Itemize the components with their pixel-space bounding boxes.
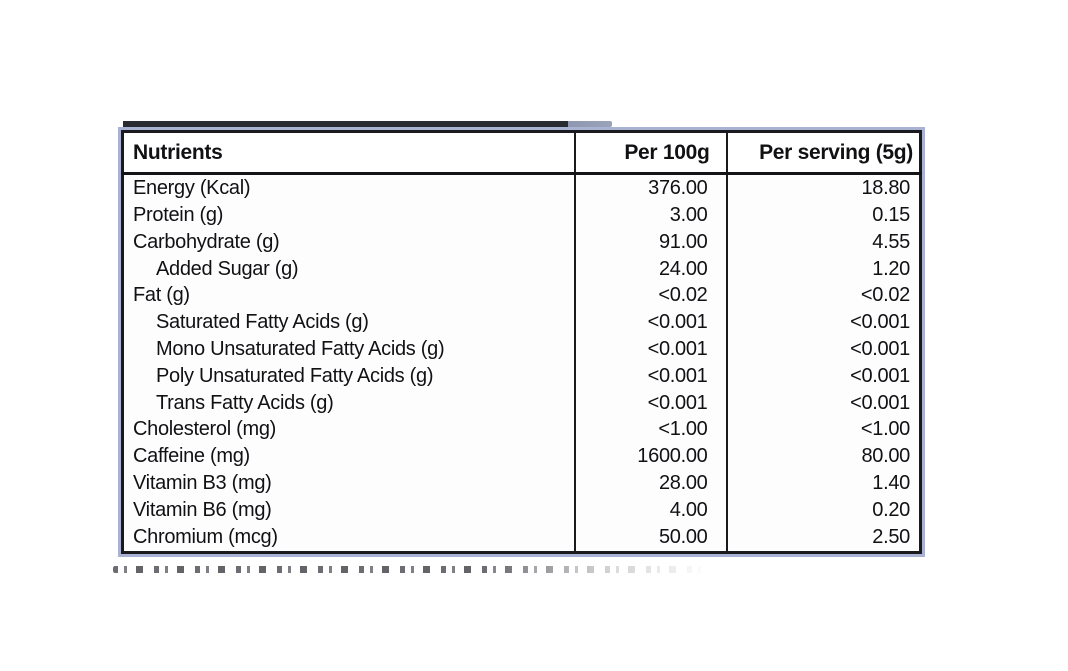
table-row: Vitamin B6 (mg) 4.00 0.20: [123, 497, 921, 524]
nutrient-label: Vitamin B3 (mg): [133, 472, 272, 495]
per-100g-value: 91.00: [573, 228, 727, 256]
table-row: Poly Unsaturated Fatty Acids (g) <0.001 <0…: [123, 362, 921, 390]
table-row: Cholesterol (mg) <1.00 <1.00: [123, 416, 921, 444]
table-row: Energy (Kcal) 376.00 18.80: [123, 173, 921, 203]
table-row: Carbohydrate (g) 91.00 4.55: [123, 228, 921, 256]
table-row: Fat (g) <0.02 <0.02: [123, 282, 921, 310]
per-serving-value: 18.80: [725, 173, 921, 203]
nutrient-label: Trans Fatty Acids (g): [156, 391, 334, 414]
per-serving-value: <0.001: [725, 389, 921, 417]
column-header-per-serving-5g: Per serving (5g): [725, 131, 921, 175]
per-100g-value: <1.00: [573, 416, 727, 444]
table-row: Caffeine (mg) 1600.00 80.00: [123, 443, 921, 471]
nutrients-table: Nutrients Per 100g Per serving (5g) Ener…: [121, 130, 922, 554]
nutrient-label: Vitamin B6 (mg): [133, 498, 272, 521]
nutrient-label: Energy (Kcal): [133, 177, 251, 200]
nutrient-label: Mono Unsaturated Fatty Acids (g): [156, 338, 445, 361]
table-row: Chromium (mcg) 50.00 2.50: [123, 523, 921, 553]
clipped-text-strip: [113, 566, 713, 573]
per-serving-value: 0.15: [725, 202, 921, 229]
per-serving-value: <0.001: [725, 362, 921, 390]
per-serving-value: 2.50: [725, 523, 921, 553]
table-row: Saturated Fatty Acids (g) <0.001 <0.001: [123, 309, 921, 337]
per-100g-value: <0.02: [573, 282, 727, 310]
nutrition-facts-table: Nutrients Per 100g Per serving (5g) Ener…: [118, 127, 925, 557]
nutrient-label: Protein (g): [133, 203, 224, 226]
per-serving-value: <0.001: [725, 336, 921, 363]
per-serving-value: <1.00: [725, 416, 921, 444]
nutrient-label: Cholesterol (mg): [133, 418, 277, 441]
per-serving-value: 1.20: [725, 255, 921, 283]
nutrient-label: Added Sugar (g): [156, 257, 299, 280]
per-serving-value: 4.55: [725, 228, 921, 256]
nutrient-label: Saturated Fatty Acids (g): [156, 311, 369, 334]
nutrient-label: Fat (g): [133, 284, 190, 307]
nutrient-label: Chromium (mcg): [133, 525, 278, 548]
per-serving-value: 0.20: [725, 497, 921, 524]
table-header: Nutrients Per 100g Per serving (5g): [122, 131, 921, 175]
per-100g-value: 3.00: [573, 202, 727, 229]
nutrient-label: Poly Unsaturated Fatty Acids (g): [156, 364, 434, 387]
per-100g-value: <0.001: [573, 309, 727, 337]
table-body: Energy (Kcal) 376.00 18.80 Protein (g) 3.00 0…: [123, 173, 921, 553]
column-header-per-100g: Per 100g: [573, 131, 727, 175]
table-row: Added Sugar (g) 24.00 1.20: [123, 255, 921, 283]
column-header-nutrients: Nutrients: [122, 131, 575, 175]
per-100g-value: <0.001: [573, 336, 727, 363]
per-serving-value: <0.001: [725, 309, 921, 337]
per-100g-value: 1600.00: [573, 443, 727, 471]
per-serving-value: <0.02: [725, 282, 921, 310]
table-row: Mono Unsaturated Fatty Acids (g) <0.001 <0…: [123, 336, 921, 363]
per-serving-value: 1.40: [725, 470, 921, 497]
table-row: Trans Fatty Acids (g) <0.001 <0.001: [123, 389, 921, 417]
per-100g-value: <0.001: [573, 362, 727, 390]
table-row: Protein (g) 3.00 0.15: [123, 202, 921, 229]
per-100g-value: 24.00: [573, 255, 727, 283]
per-100g-value: 4.00: [573, 497, 727, 524]
per-100g-value: 50.00: [573, 523, 727, 553]
per-100g-value: 376.00: [573, 173, 727, 203]
table-row: Vitamin B3 (mg) 28.00 1.40: [123, 470, 921, 497]
nutrient-label: Carbohydrate (g): [133, 230, 280, 253]
nutrient-label: Caffeine (mg): [133, 445, 250, 468]
cropped-banner-edge: [123, 121, 612, 127]
per-100g-value: 28.00: [573, 470, 727, 497]
per-100g-value: <0.001: [573, 389, 727, 417]
header-row: Nutrients Per 100g Per serving (5g): [122, 131, 921, 175]
per-serving-value: 80.00: [725, 443, 921, 471]
